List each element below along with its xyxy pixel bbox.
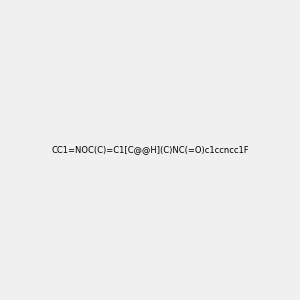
Text: CC1=NOC(C)=C1[C@@H](C)NC(=O)c1ccncc1F: CC1=NOC(C)=C1[C@@H](C)NC(=O)c1ccncc1F: [51, 146, 249, 154]
